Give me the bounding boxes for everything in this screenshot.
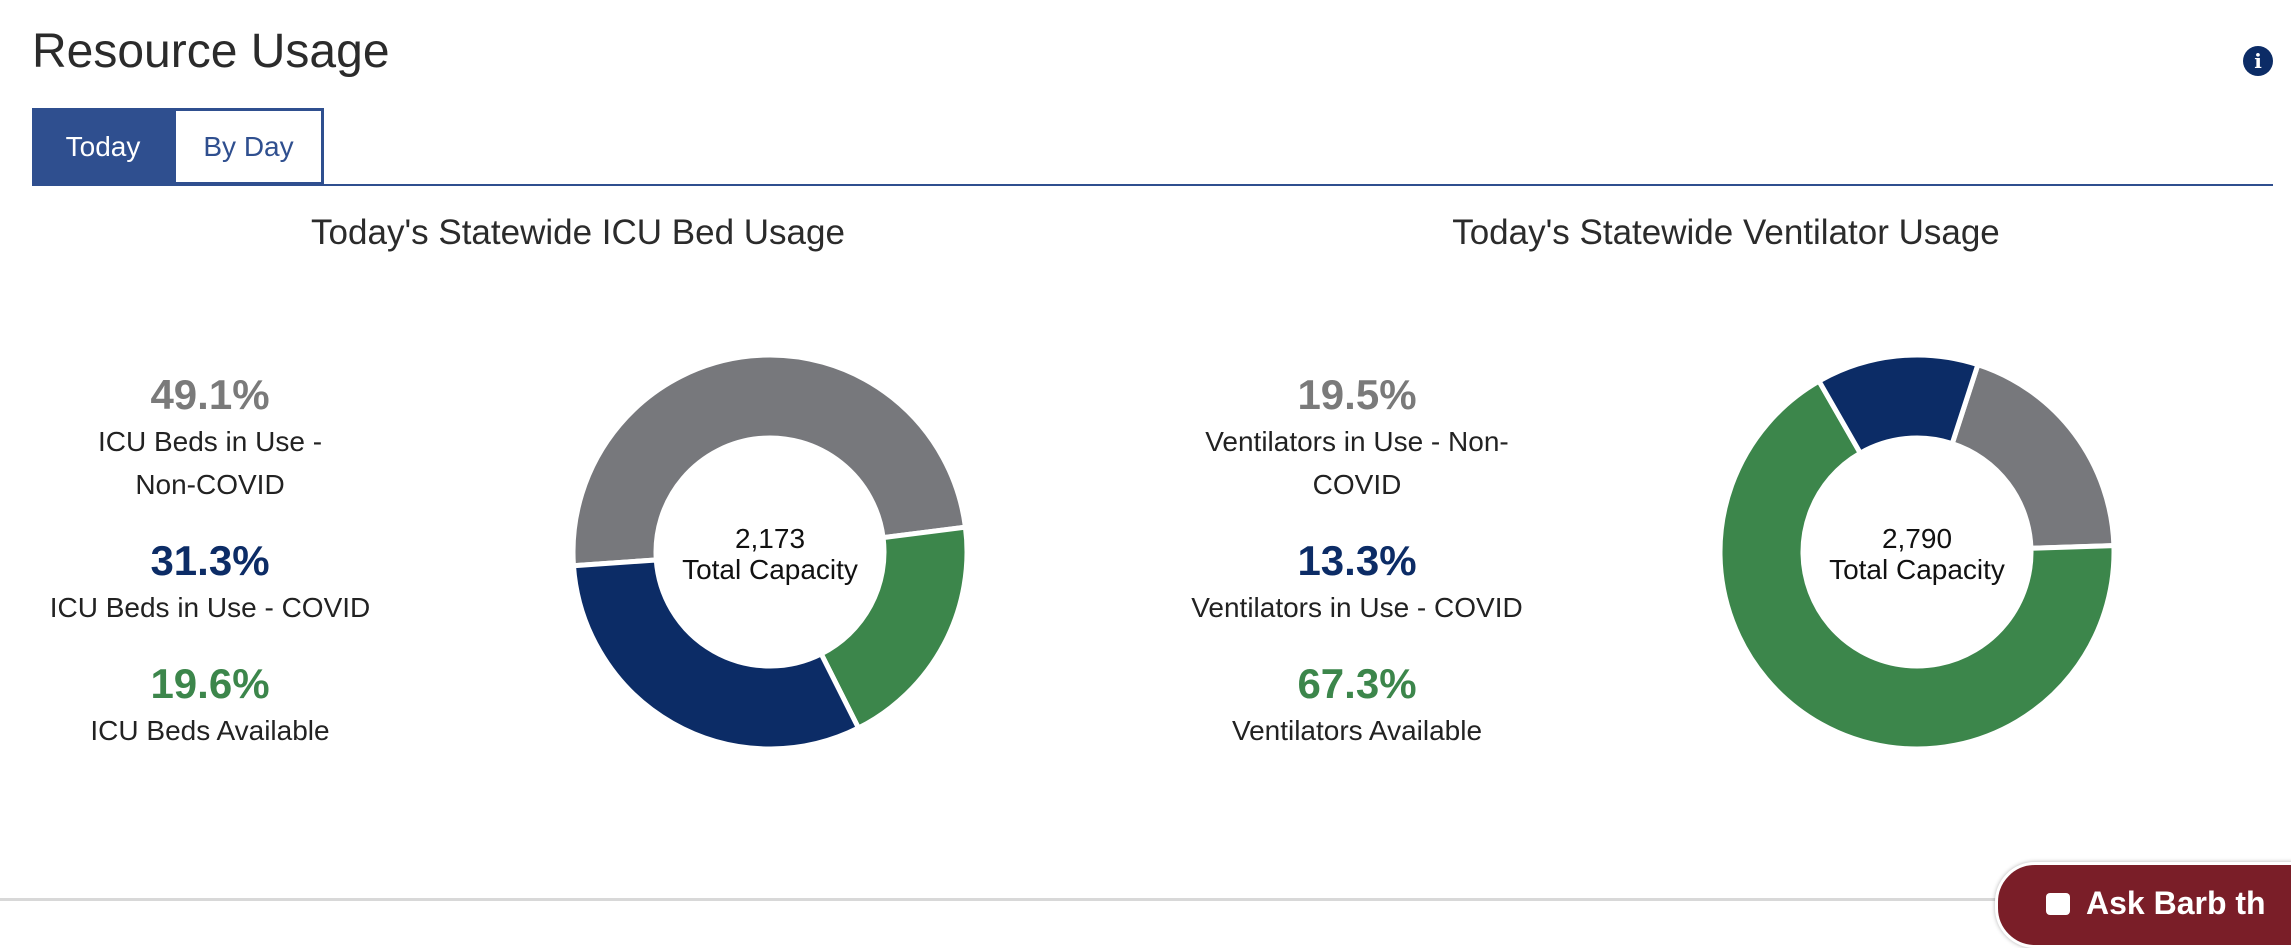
- tab-bar: Today By Day: [32, 108, 324, 185]
- icu-center-value: 2,173: [734, 523, 806, 554]
- icu-slice-icu-beds-in-use-non-covid[interactable]: [570, 352, 969, 569]
- icu-stat-available-label: ICU Beds Available: [90, 715, 330, 746]
- vent-chart-title: Today's Statewide Ventilator Usage: [1452, 213, 2000, 252]
- bottom-divider: [0, 898, 2291, 901]
- icu-stat-available: 19.6% ICU Beds Available: [30, 659, 390, 752]
- tab-by-day[interactable]: By Day: [174, 108, 324, 185]
- icu-stat-available-pct: 19.6%: [150, 660, 270, 707]
- vent-stat-non-covid-pct: 19.5%: [1297, 371, 1417, 418]
- vent-stat-covid-pct: 13.3%: [1297, 537, 1417, 584]
- vent-slice-ventilators-in-use-non-covid[interactable]: [1949, 361, 2117, 551]
- vent-stat-available-label: Ventilators Available: [1231, 715, 1483, 746]
- info-icon[interactable]: i: [2243, 46, 2273, 76]
- vent-stat-non-covid-label: Ventilators in Use - Non-COVID: [1205, 426, 1509, 500]
- chat-button-label: Ask Barb th: [2086, 885, 2266, 921]
- icu-stat-covid-label: ICU Beds in Use - COVID: [49, 592, 371, 623]
- chat-button[interactable]: Ask Barb th: [1995, 862, 2291, 948]
- vent-center-value: 2,790: [1881, 523, 1953, 554]
- vent-stat-non-covid: 19.5% Ventilators in Use - Non-COVID: [1177, 370, 1537, 506]
- tab-underline: [32, 184, 2273, 186]
- vent-stat-available-pct: 67.3%: [1297, 660, 1417, 707]
- vent-stat-available: 67.3% Ventilators Available: [1177, 659, 1537, 752]
- icu-slice-icu-beds-in-use-covid[interactable]: [570, 557, 862, 752]
- chat-bubble-icon: [2046, 893, 2070, 915]
- icu-stat-covid: 31.3% ICU Beds in Use - COVID: [30, 536, 390, 629]
- icu-center-label: Total Capacity: [682, 554, 858, 585]
- vent-donut-chart: [1717, 352, 2117, 752]
- vent-stat-covid-label: Ventilators in Use - COVID: [1191, 592, 1523, 623]
- icu-stat-non-covid-label: ICU Beds in Use - Non-COVID: [97, 426, 323, 500]
- icu-slice-icu-beds-available[interactable]: [817, 524, 970, 732]
- page-title: Resource Usage: [32, 25, 390, 78]
- vent-slice-ventilators-in-use-covid[interactable]: [1815, 352, 1982, 457]
- vent-center-label: Total Capacity: [1829, 554, 2005, 585]
- vent-stat-covid: 13.3% Ventilators in Use - COVID: [1177, 536, 1537, 629]
- icu-donut-chart: [570, 352, 970, 752]
- icu-stat-non-covid: 49.1% ICU Beds in Use - Non-COVID: [30, 370, 390, 506]
- icu-stat-non-covid-pct: 49.1%: [150, 371, 270, 418]
- icu-stat-covid-pct: 31.3%: [150, 537, 270, 584]
- tab-today[interactable]: Today: [32, 108, 174, 185]
- icu-chart-title: Today's Statewide ICU Bed Usage: [311, 213, 845, 252]
- vent-slice-ventilators-available[interactable]: [1717, 377, 2117, 752]
